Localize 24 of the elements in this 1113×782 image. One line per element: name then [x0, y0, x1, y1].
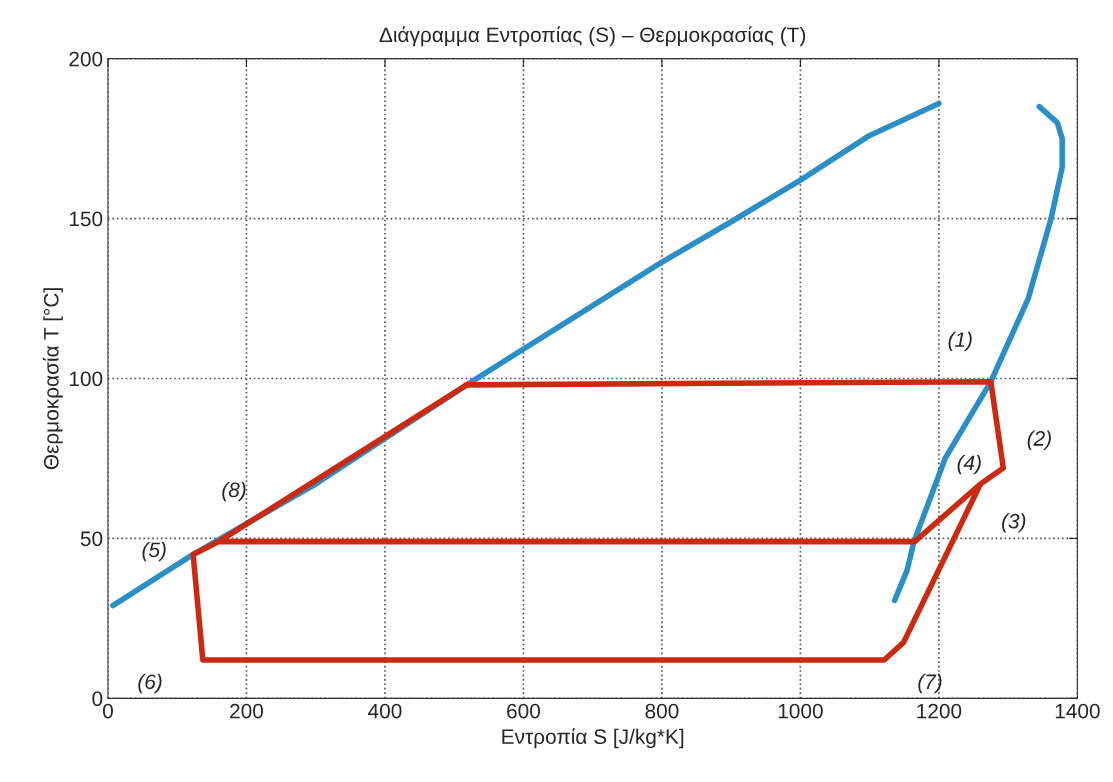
y-tick-label: 200: [69, 51, 103, 67]
annotation: (7): [918, 673, 942, 694]
y-tick-label: 0: [92, 691, 103, 707]
chart-title: Διάγραμμα Εντροπίας (S) – Θερμοκρασίας (T): [379, 26, 806, 47]
x-tick-label: 0: [102, 703, 113, 719]
annotation: (2): [1027, 430, 1051, 450]
y-tick-label: 100: [69, 371, 103, 387]
x-tick-label: 1400: [1055, 703, 1100, 719]
annotation: (1): [948, 331, 972, 352]
x-tick-label: 200: [230, 703, 264, 719]
x-tick-label: 1000: [778, 703, 823, 719]
x-tick-label: 800: [645, 703, 679, 719]
x-tick-label: 600: [507, 703, 540, 719]
y-tick-label: 150: [69, 211, 103, 227]
x-tick-label: 400: [368, 703, 402, 719]
y-tick-label: 50: [80, 531, 103, 547]
annotation: (6): [138, 673, 162, 694]
annotation: (3): [1002, 513, 1026, 533]
y-axis-title: Θερμοκρασία T [°C]: [42, 288, 63, 470]
x-tick-label: 1200: [917, 703, 962, 719]
x-axis-title: Εντροπία S [J/kg*K]: [502, 728, 684, 749]
annotation: (4): [957, 454, 981, 475]
annotation: (8): [222, 481, 246, 502]
annotation: (5): [142, 541, 166, 562]
